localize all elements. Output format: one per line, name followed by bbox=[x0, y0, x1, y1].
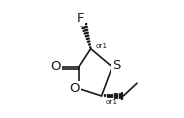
Text: F: F bbox=[77, 12, 84, 25]
Text: O: O bbox=[70, 82, 80, 95]
Text: S: S bbox=[112, 59, 121, 72]
Text: O: O bbox=[50, 60, 61, 73]
Text: or1: or1 bbox=[96, 43, 108, 49]
Text: or1: or1 bbox=[105, 99, 117, 105]
